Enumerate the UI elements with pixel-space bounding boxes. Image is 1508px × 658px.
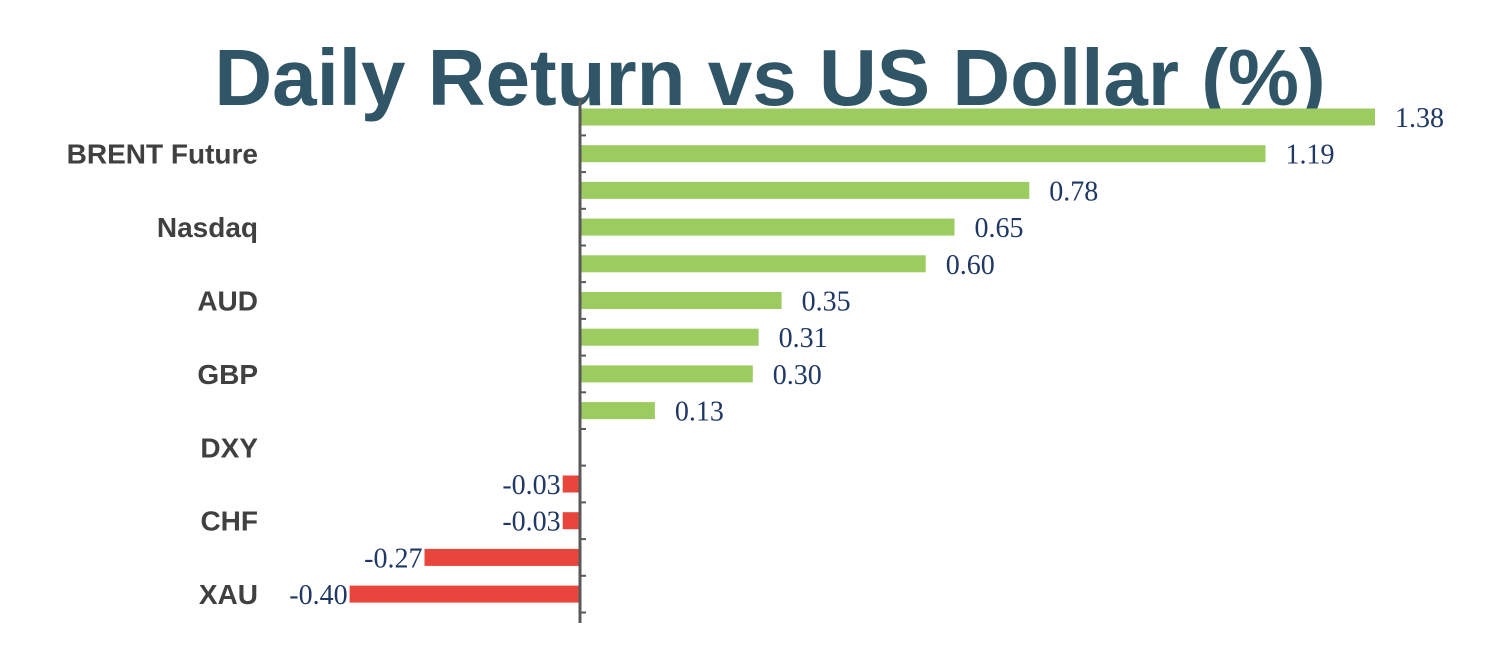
bar <box>580 145 1266 163</box>
chart-title: Daily Return vs US Dollar (%) <box>214 33 1326 122</box>
data-label: 0.30 <box>773 360 822 391</box>
bar <box>580 292 782 309</box>
category-label: CHF <box>200 506 258 537</box>
data-label: -0.40 <box>289 580 347 611</box>
data-label: 0.65 <box>975 213 1024 244</box>
bar <box>580 365 753 383</box>
bar <box>424 548 580 566</box>
data-label: 1.38 <box>1395 103 1444 134</box>
bar <box>580 218 955 236</box>
data-label: -0.03 <box>502 507 560 538</box>
bar <box>580 328 759 346</box>
data-label: 0.60 <box>946 250 995 281</box>
category-label: XAU <box>199 579 258 610</box>
category-label: AUD <box>197 286 258 317</box>
labels-layer: 1.38 1.19 BRENT Future 0.78 0.65 Nasdaq 0.60 0.… <box>67 103 1444 611</box>
bars-layer <box>349 108 1375 603</box>
bar <box>580 402 655 420</box>
bar <box>562 512 580 530</box>
bar <box>562 475 580 493</box>
data-label: 0.35 <box>802 287 851 318</box>
category-label: Nasdaq <box>157 212 258 243</box>
data-label: 0.13 <box>675 397 724 428</box>
data-label: 0.78 <box>1049 176 1098 207</box>
bar <box>580 255 926 273</box>
bar <box>580 181 1030 199</box>
data-label: 1.19 <box>1286 140 1335 171</box>
data-label: -0.03 <box>502 470 560 501</box>
bar <box>580 108 1375 126</box>
axis-layer <box>578 97 586 623</box>
category-label: BRENT Future <box>67 139 258 170</box>
data-label: 0.31 <box>779 323 828 354</box>
category-label: GBP <box>197 359 258 390</box>
category-label: DXY <box>200 432 258 463</box>
data-label: -0.27 <box>364 543 422 574</box>
bar <box>349 585 580 603</box>
